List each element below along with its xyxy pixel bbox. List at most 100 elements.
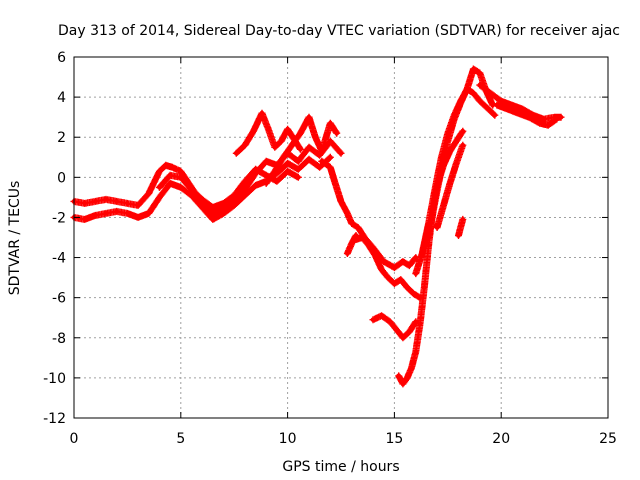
data-point xyxy=(157,168,162,174)
series-track-8 xyxy=(343,232,360,257)
data-point xyxy=(406,263,412,268)
data-point xyxy=(537,120,543,126)
data-point xyxy=(278,138,284,144)
data-point xyxy=(178,184,184,190)
data-point xyxy=(146,211,152,216)
plus-markers xyxy=(369,312,420,342)
data-point xyxy=(526,114,532,120)
data-point xyxy=(460,217,466,222)
x-tick-label: 5 xyxy=(176,431,185,447)
data-point xyxy=(251,128,256,134)
data-point xyxy=(210,217,216,222)
data-point xyxy=(453,138,459,144)
data-point xyxy=(242,186,248,192)
data-point xyxy=(242,192,248,198)
data-point xyxy=(409,365,414,371)
data-point xyxy=(103,196,109,202)
data-point xyxy=(125,211,130,216)
data-point xyxy=(338,199,344,204)
data-point xyxy=(92,213,98,218)
data-point xyxy=(385,275,391,281)
data-point xyxy=(199,205,205,210)
data-point xyxy=(370,317,376,323)
y-tick-label: 4 xyxy=(57,90,66,106)
data-point xyxy=(558,114,564,120)
data-point xyxy=(434,225,440,230)
series-track-15 xyxy=(476,81,565,123)
data-point xyxy=(406,329,412,335)
data-point xyxy=(345,251,350,256)
data-point xyxy=(263,172,269,178)
y-tick-label: 6 xyxy=(57,50,66,66)
data-point xyxy=(135,203,141,208)
data-point xyxy=(464,86,470,92)
series-track-7 xyxy=(352,234,424,302)
data-point xyxy=(82,201,88,206)
data-point xyxy=(353,233,359,238)
data-point xyxy=(400,259,406,264)
data-point xyxy=(210,205,216,210)
data-point xyxy=(392,265,397,270)
data-point xyxy=(426,235,431,240)
data-point xyxy=(327,154,333,160)
data-point xyxy=(400,335,406,341)
series-track-13 xyxy=(433,141,467,231)
data-point xyxy=(554,116,560,122)
plot-frame xyxy=(73,56,609,419)
data-points xyxy=(70,65,565,388)
data-point xyxy=(392,281,397,287)
data-point xyxy=(272,168,278,174)
x-tick-label: 0 xyxy=(70,431,79,447)
y-tick-label: 2 xyxy=(57,130,66,146)
data-point xyxy=(447,180,453,186)
data-point xyxy=(295,166,301,172)
data-point xyxy=(178,174,184,180)
data-point xyxy=(453,160,459,166)
data-point xyxy=(349,241,355,246)
x-axis-label: GPS time / hours xyxy=(282,459,399,475)
series-track-2 xyxy=(70,153,334,223)
grid-lines xyxy=(74,57,608,418)
data-point xyxy=(103,211,109,216)
data-point xyxy=(167,172,173,178)
data-point xyxy=(306,114,312,120)
y-tick-label: -6 xyxy=(52,291,66,307)
data-point xyxy=(419,251,425,256)
data-point xyxy=(338,150,344,156)
data-point xyxy=(327,164,333,170)
data-point xyxy=(178,168,184,174)
data-point xyxy=(379,313,384,319)
data-point xyxy=(253,166,258,172)
data-point xyxy=(411,291,417,297)
data-point xyxy=(263,180,269,186)
data-point xyxy=(421,285,427,291)
data-point xyxy=(372,253,378,258)
data-point xyxy=(157,194,162,200)
data-point xyxy=(285,168,290,174)
data-point xyxy=(125,201,130,206)
data-point xyxy=(169,164,175,170)
series-track-14 xyxy=(455,215,467,239)
data-point xyxy=(398,277,404,283)
data-point xyxy=(460,128,466,134)
data-point xyxy=(541,116,547,122)
data-point xyxy=(221,201,226,206)
data-point xyxy=(505,106,511,112)
data-point xyxy=(345,211,350,216)
data-point xyxy=(400,381,406,387)
data-point xyxy=(471,90,476,96)
data-point xyxy=(485,106,491,112)
data-point xyxy=(272,144,278,150)
data-point xyxy=(146,190,152,196)
data-point xyxy=(515,110,521,116)
series-track-12 xyxy=(425,85,499,241)
data-point xyxy=(379,267,384,272)
data-point xyxy=(460,142,466,148)
data-point xyxy=(253,182,258,188)
data-point xyxy=(404,375,410,381)
data-point xyxy=(494,102,500,108)
data-point xyxy=(285,126,290,132)
data-point xyxy=(327,120,333,126)
y-axis-label: SDTVAR / TECUs xyxy=(7,181,23,296)
